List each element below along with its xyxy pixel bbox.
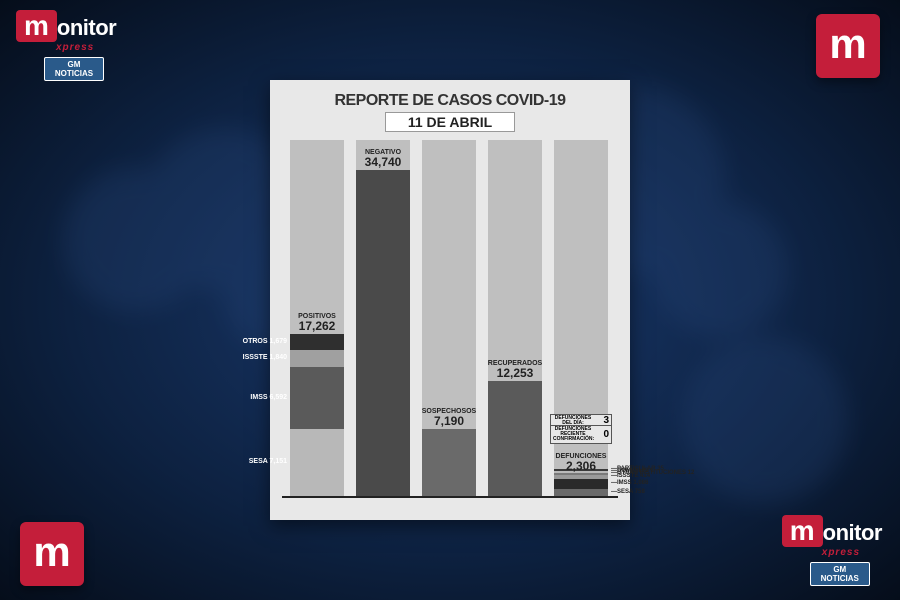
bar-value: 2,306 <box>551 459 611 473</box>
bar-positivos <box>290 334 344 496</box>
report-card: REPORTE DE CASOS COVID-19 11 DE ABRIL SE… <box>270 80 630 520</box>
bar-seg-positivos-issste <box>290 350 344 367</box>
seg-label: ISSSTE 1,840 <box>243 354 287 361</box>
def-box-label: DEFUNCIONES RECIENTE CONFIRMACIÓN: <box>553 427 593 442</box>
seg-label: —SESA 758 <box>611 489 645 496</box>
brand-m-bottom-left: m <box>20 522 84 586</box>
bar-seg-positivos-otros <box>290 334 344 350</box>
bar-seg-defunciones-sesa <box>554 489 608 496</box>
brand-m-icon: m <box>16 10 57 42</box>
seg-label: IMSS 6,592 <box>250 394 287 401</box>
seg-label: —PARTICULAR 35 <box>611 466 664 473</box>
defunciones-box: DEFUNCIONES RECIENTE CONFIRMACIÓN: 0 <box>550 425 612 444</box>
card-date: 11 DE ABRIL <box>385 112 515 132</box>
brand-sub: xpress <box>56 42 116 53</box>
bar-seg-defunciones-imss <box>554 479 608 489</box>
chart-area: SESA 7,151IMSS 6,592ISSSTE 1,840OTROS 1,… <box>282 138 618 498</box>
brand-name: onitor <box>823 520 882 545</box>
brand-logo-top-left: monitor xpress GM NOTICIAS <box>16 10 116 81</box>
brand-m-icon: m <box>782 515 823 547</box>
seg-label: —IMSS 1,086 <box>611 480 648 487</box>
bar-sospechosos <box>422 429 476 496</box>
bar-negativo <box>356 170 410 496</box>
bar-defunciones <box>554 474 608 496</box>
brand-logo-bottom-right: monitor xpress GM NOTICIAS <box>782 515 882 586</box>
bar-seg-defunciones-issste <box>554 475 608 479</box>
bar-seg-positivos-imss <box>290 367 344 429</box>
seg-label: SESA 7,151 <box>249 458 287 465</box>
brand-gm-badge: GM NOTICIAS <box>44 57 104 81</box>
seg-label: OTROS 1,679 <box>243 338 287 345</box>
brand-gm-badge: GM NOTICIAS <box>810 562 870 586</box>
bar-value: 34,740 <box>353 155 413 169</box>
bar-value: 12,253 <box>485 366 545 380</box>
bar-value: 17,262 <box>287 319 347 333</box>
bar-recuperados <box>488 381 542 496</box>
bar-seg-positivos-sesa <box>290 429 344 496</box>
bar-value: 7,190 <box>419 414 479 428</box>
brand-sub: xpress <box>822 547 882 558</box>
brand-name: onitor <box>57 15 116 40</box>
def-box-value: 0 <box>603 430 609 440</box>
brand-m-top-right: m <box>816 14 880 78</box>
card-title: REPORTE DE CASOS COVID-19 <box>282 92 618 110</box>
